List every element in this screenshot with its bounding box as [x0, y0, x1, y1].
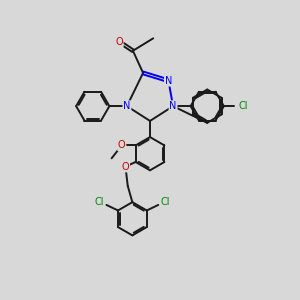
Text: Cl: Cl [238, 101, 248, 111]
Text: O: O [115, 37, 123, 46]
Text: N: N [123, 101, 130, 111]
Text: O: O [118, 140, 126, 150]
Text: O: O [122, 162, 129, 172]
Text: N: N [169, 101, 177, 111]
Text: N: N [165, 76, 172, 86]
Text: Cl: Cl [160, 197, 170, 207]
Text: Cl: Cl [95, 197, 104, 207]
